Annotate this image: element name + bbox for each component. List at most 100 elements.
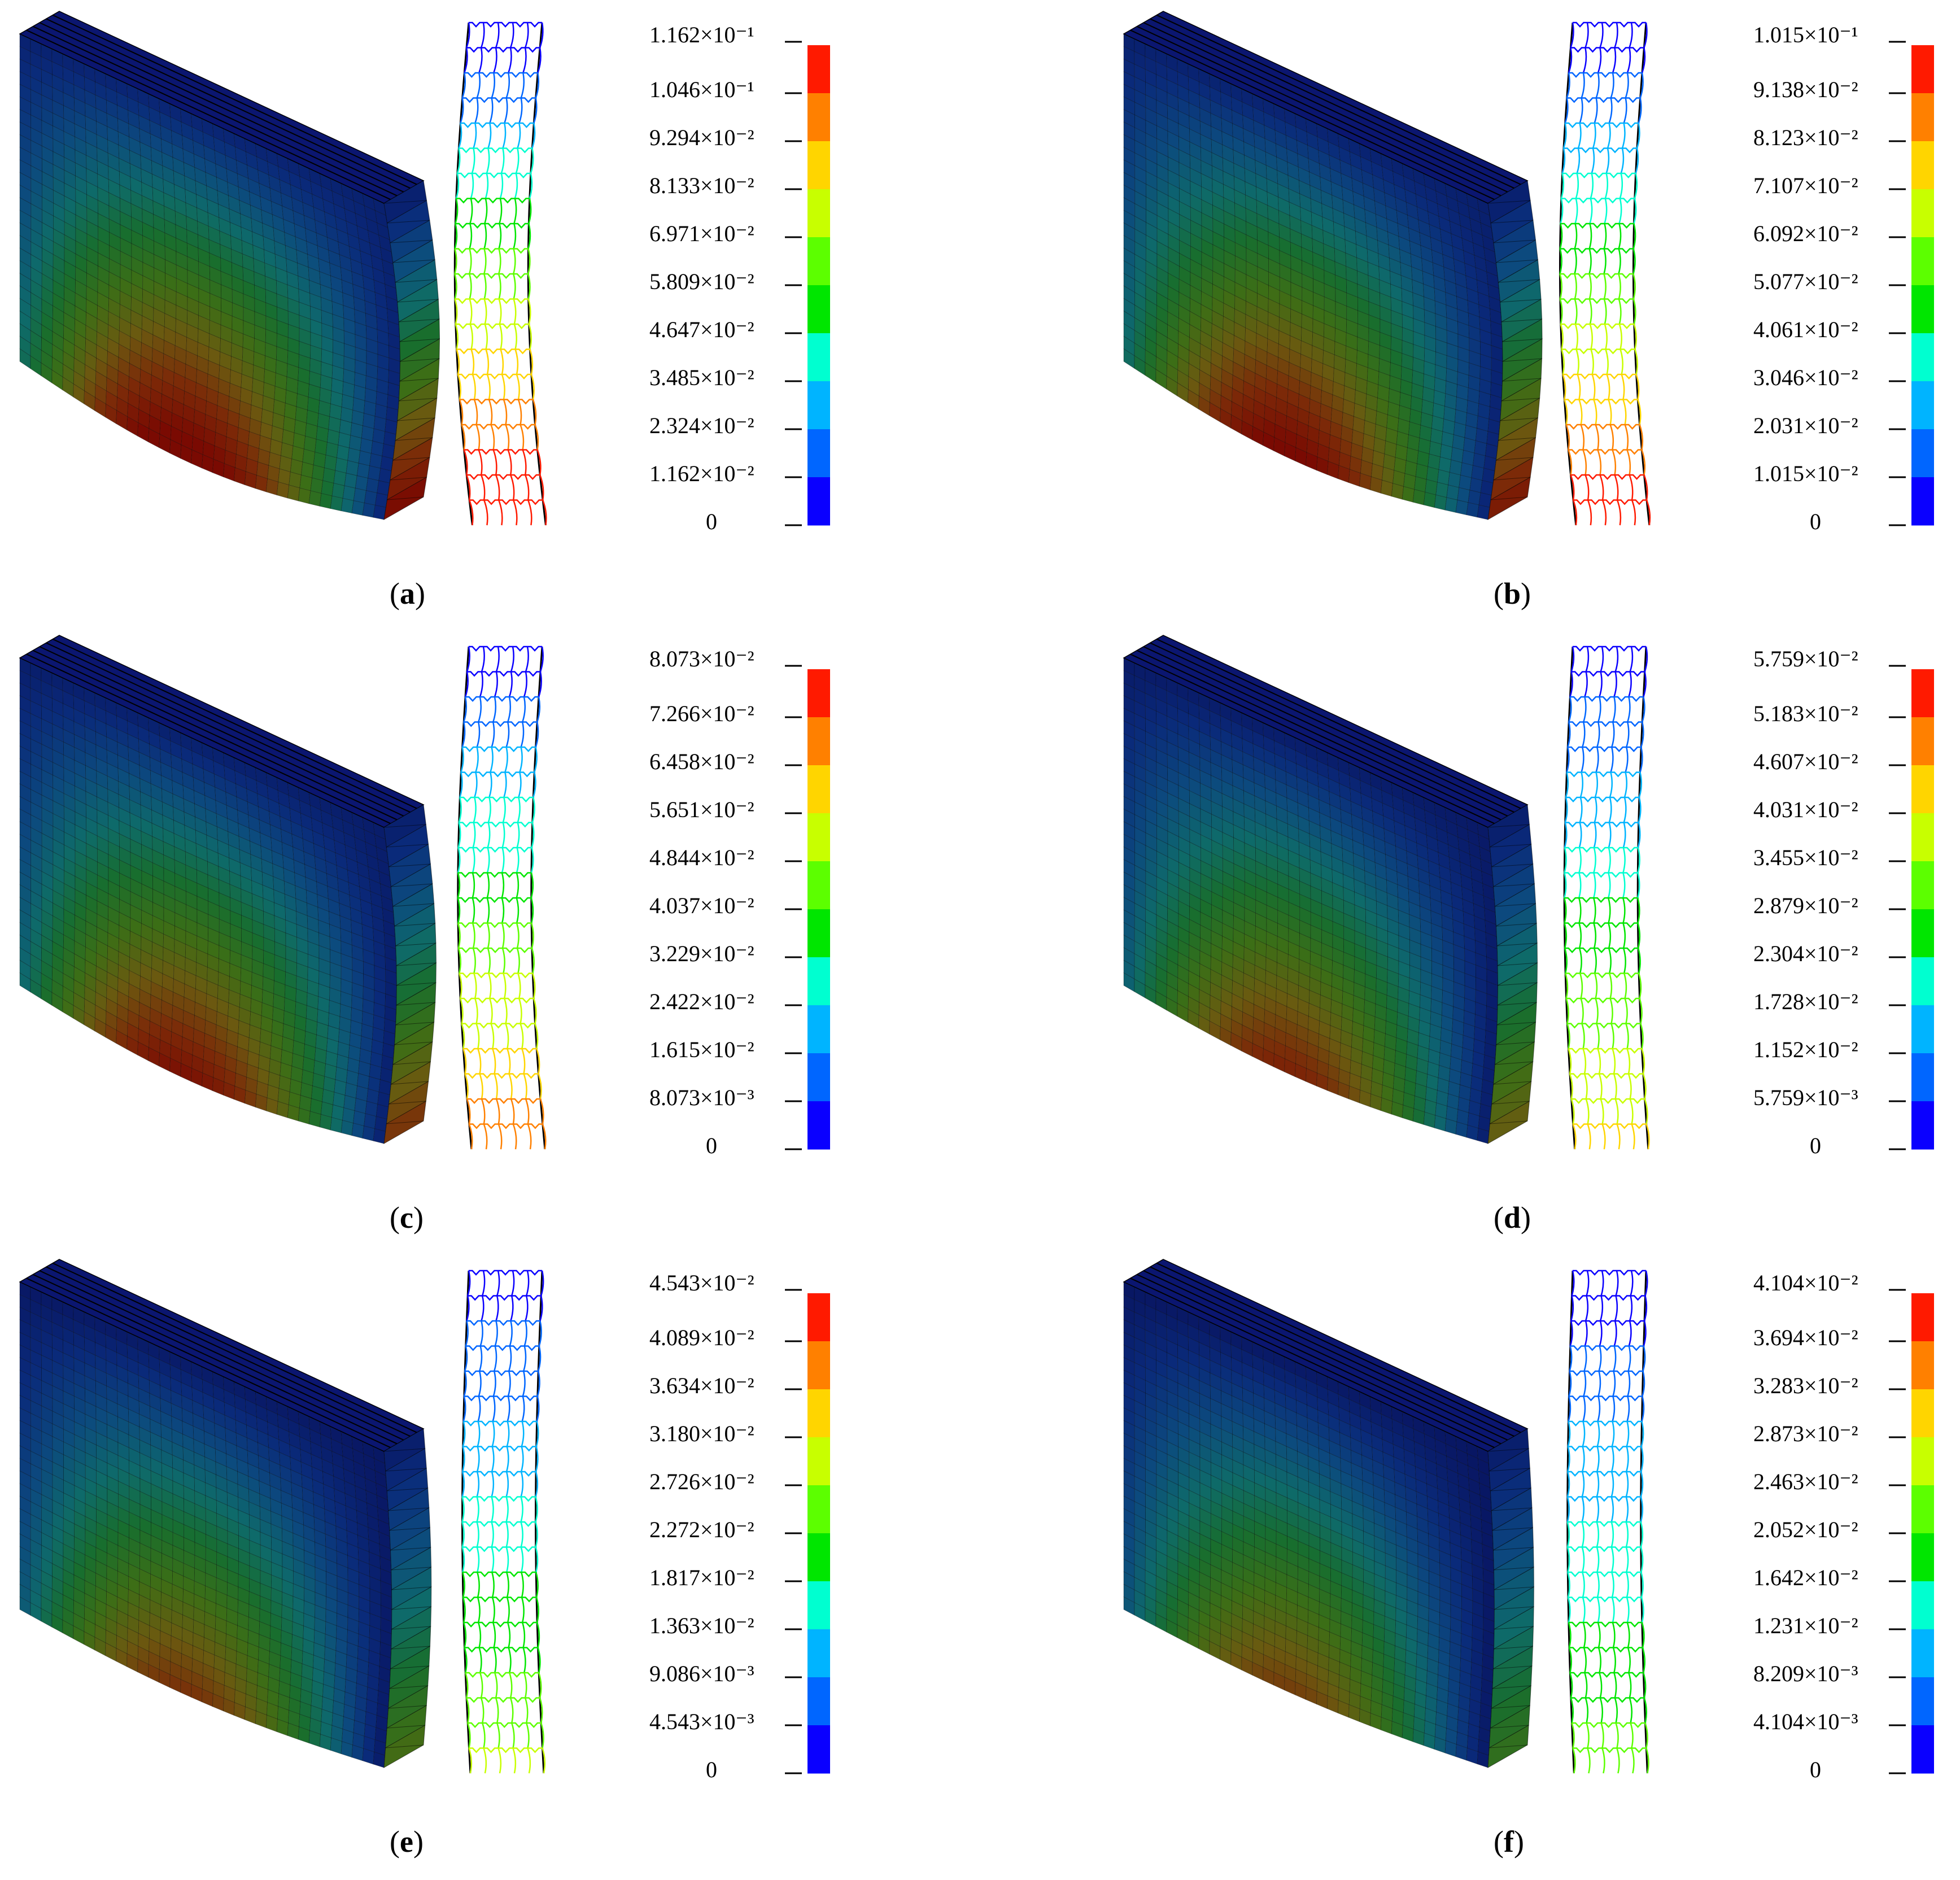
legend-swatch: [807, 1485, 830, 1534]
panel-e-figure: [19, 1259, 830, 1774]
legend-label: 0: [706, 1757, 717, 1782]
legend-swatch: [807, 1629, 830, 1678]
legend-label: 5.077×10⁻²: [1753, 269, 1858, 294]
legend-label: 4.543×10⁻²: [649, 1270, 754, 1296]
legend-label: 4.844×10⁻²: [649, 845, 754, 870]
legend-label: 4.031×10⁻²: [1753, 797, 1858, 822]
legend-swatch: [807, 957, 830, 1006]
legend-swatch: [1911, 333, 1934, 382]
panel-b-caption: (b): [1494, 577, 1531, 610]
legend-swatch: [807, 717, 830, 766]
legend-swatch: [1911, 1101, 1934, 1150]
panel-e-caption: (e): [390, 1825, 424, 1859]
panel-c-figure: [19, 635, 830, 1150]
legend-swatch: [1911, 957, 1934, 1006]
legend-label: 2.304×10⁻²: [1753, 941, 1858, 966]
legend-label: 6.971×10⁻²: [649, 221, 754, 246]
legend-label: 5.183×10⁻²: [1753, 701, 1858, 726]
legend-label: 3.634×10⁻²: [649, 1373, 754, 1398]
legend-label: 7.107×10⁻²: [1753, 173, 1858, 198]
legend-swatch: [807, 333, 830, 382]
legend-label: 0: [1810, 1133, 1821, 1158]
legend-swatch: [807, 1437, 830, 1486]
legend-label: 1.817×10⁻²: [649, 1565, 754, 1590]
panel-f-caption: (f): [1494, 1825, 1524, 1859]
legend-label: 1.728×10⁻²: [1753, 989, 1858, 1014]
legend-label: 4.607×10⁻²: [1753, 749, 1858, 774]
legend-label: 9.138×10⁻²: [1753, 77, 1858, 102]
legend-label: 8.123×10⁻²: [1753, 125, 1858, 150]
deformed-lattice-strip: [1559, 21, 1651, 526]
panel-a: 1.162×10⁻¹ 1.046×10⁻¹ 9.294×10⁻² 8.133×10⁻²…: [0, 0, 980, 621]
legend-label: 2.463×10⁻²: [1753, 1469, 1858, 1494]
panel-b: 1.015×10⁻¹ 9.138×10⁻² 8.123×10⁻² 7.107×10⁻²…: [1104, 0, 1960, 621]
panel-d: 5.759×10⁻² 5.183×10⁻² 4.607×10⁻² 4.031×10⁻²…: [1104, 624, 1960, 1245]
legend-label: 1.015×10⁻¹: [1753, 22, 1858, 47]
panel-d-caption: (d): [1494, 1201, 1531, 1235]
legend-label: 2.879×10⁻²: [1753, 893, 1858, 918]
deformed-slab-3d: [1123, 635, 1538, 1144]
legend-swatch: [1911, 1533, 1934, 1582]
legend-label: 1.046×10⁻¹: [649, 77, 754, 102]
legend-label: 4.543×10⁻³: [649, 1709, 754, 1734]
legend-swatch: [807, 765, 830, 814]
legend-label: 3.485×10⁻²: [649, 365, 754, 390]
legend-swatch: [1911, 813, 1934, 862]
legend-swatch: [807, 93, 830, 142]
legend-swatch: [1911, 1485, 1934, 1534]
legend-label: 2.324×10⁻²: [649, 413, 754, 438]
panel-d-figure: [1123, 635, 1934, 1150]
legend-swatch: [1911, 93, 1934, 142]
legend-swatch: [1911, 285, 1934, 334]
legend-swatch: [1911, 477, 1934, 526]
legend-swatch: [1911, 765, 1934, 814]
legend-label: 7.266×10⁻²: [649, 701, 754, 726]
legend-swatch: [807, 285, 830, 334]
legend-swatch: [807, 669, 830, 718]
legend-swatch: [1911, 381, 1934, 430]
legend-swatch: [807, 1101, 830, 1150]
legend-colorbar: [1889, 665, 1934, 1150]
legend-label: 6.458×10⁻²: [649, 749, 754, 774]
legend-label: 1.162×10⁻¹: [649, 22, 754, 47]
legend-label: 1.363×10⁻²: [649, 1613, 754, 1638]
legend-label: 4.647×10⁻²: [649, 317, 754, 342]
legend-swatch: [807, 909, 830, 958]
legend-label: 8.209×10⁻³: [1753, 1661, 1858, 1686]
legend-label: 8.133×10⁻²: [649, 173, 754, 198]
legend-swatch: [807, 189, 830, 238]
legend-swatch: [807, 1341, 830, 1390]
deformed-slab-3d: [19, 11, 440, 520]
legend-label: 2.422×10⁻²: [649, 989, 754, 1014]
legend-label: 0: [706, 509, 717, 534]
legend-label: 4.037×10⁻²: [649, 893, 754, 918]
legend-swatch: [1911, 1437, 1934, 1486]
legend-swatch: [807, 45, 830, 94]
deformed-slab-3d: [1123, 11, 1543, 520]
legend-label: 3.046×10⁻²: [1753, 365, 1858, 390]
deformed-lattice-strip: [1566, 1270, 1649, 1774]
legend-label: 0: [1810, 509, 1821, 534]
legend-swatch: [1911, 717, 1934, 766]
legend-label: 1.162×10⁻²: [649, 461, 754, 486]
legend-colorbar: [785, 41, 830, 526]
legend-label: 1.231×10⁻²: [1753, 1613, 1858, 1638]
legend-swatch: [1911, 429, 1934, 478]
panel-a-figure: [19, 11, 830, 526]
legend-label: 5.759×10⁻²: [1753, 646, 1858, 671]
legend-swatch: [807, 1677, 830, 1726]
legend-swatch: [807, 429, 830, 478]
legend-swatch: [1911, 1629, 1934, 1678]
legend-colorbar: [1889, 1289, 1934, 1774]
legend-swatch: [1911, 1293, 1934, 1342]
panel-a-caption: (a): [390, 577, 425, 610]
legend-label: 3.229×10⁻²: [649, 941, 754, 966]
legend-label: 2.726×10⁻²: [649, 1469, 754, 1494]
legend-swatch: [1911, 237, 1934, 286]
legend-label: 3.694×10⁻²: [1753, 1325, 1858, 1350]
deformed-slab-3d: [19, 1259, 432, 1768]
legend-swatch: [807, 237, 830, 286]
legend-swatch: [1911, 669, 1934, 718]
legend-label: 0: [706, 1133, 717, 1158]
legend-swatch: [1911, 1725, 1934, 1774]
